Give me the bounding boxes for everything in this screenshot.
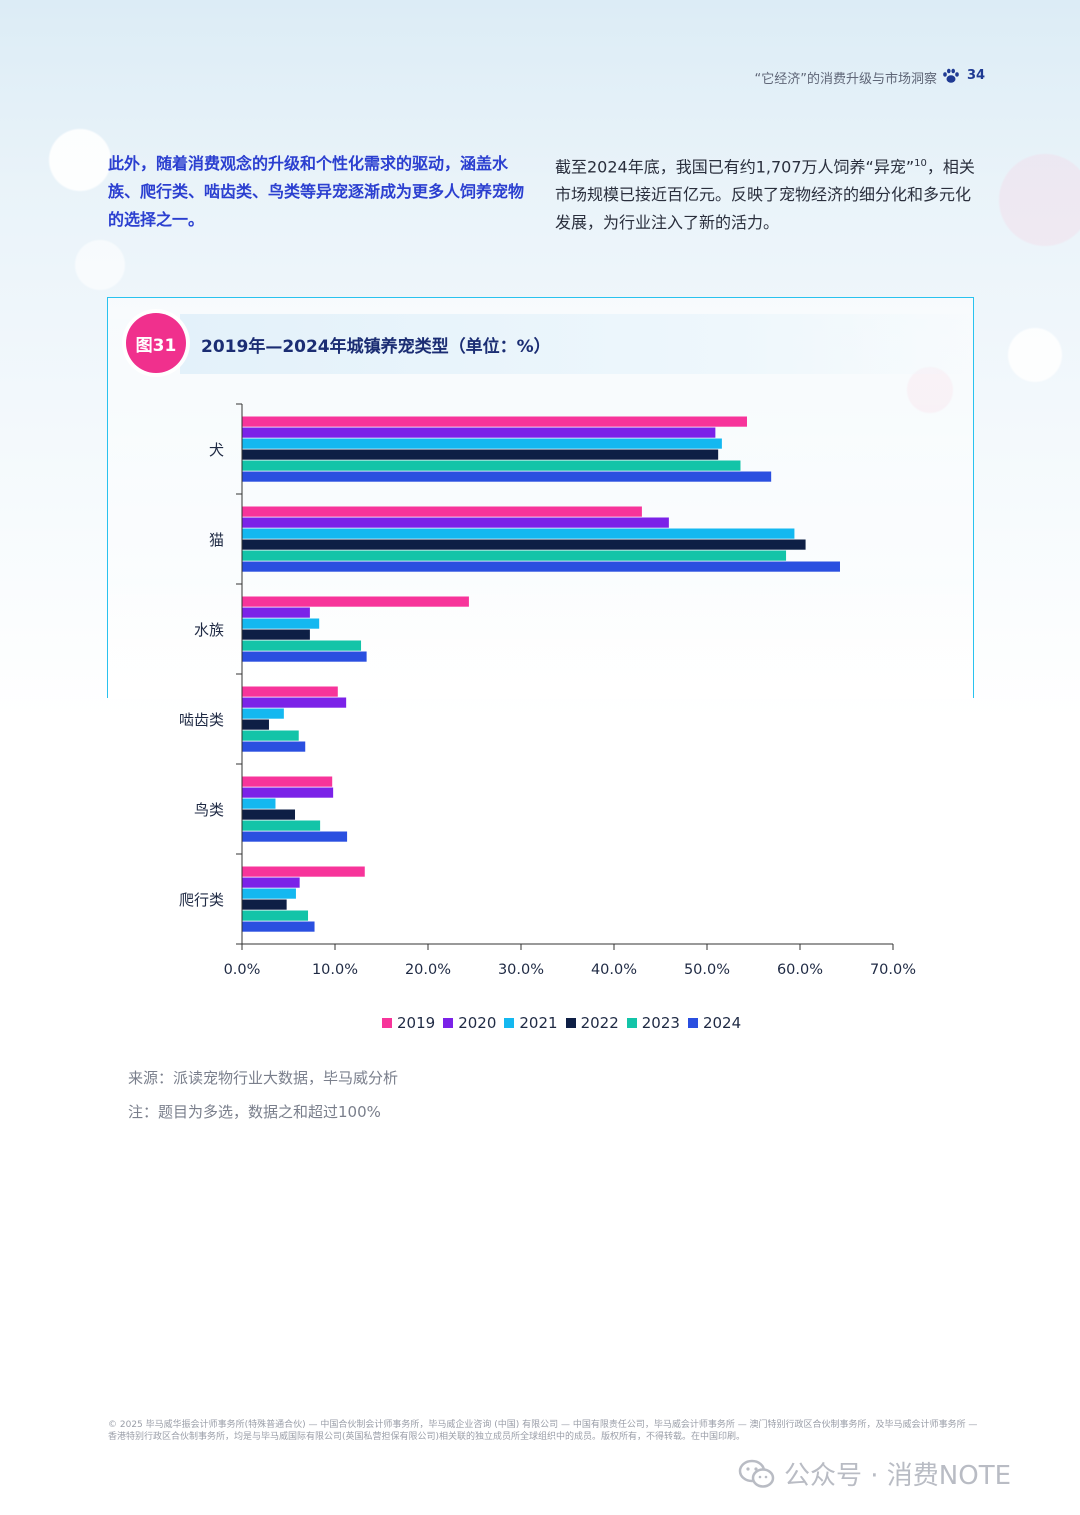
legend-label: 2021 (519, 1014, 558, 1032)
x-tick-label: 30.0% (498, 962, 544, 978)
footnote-ref: 10 (914, 158, 927, 169)
x-tick-label: 10.0% (312, 962, 358, 978)
bar-犬-2019 (242, 416, 747, 427)
x-tick-label: 50.0% (684, 962, 730, 978)
legend-label: 2024 (702, 1014, 742, 1032)
legend-label: 2023 (641, 1014, 680, 1032)
legend-swatch (382, 1018, 392, 1028)
legend-item-2019: 2019 (382, 1014, 435, 1032)
bar-水族-2023 (242, 640, 362, 651)
figure-title-bar (180, 314, 970, 374)
category-label: 水族 (194, 621, 224, 639)
bar-鸟类-2024 (242, 831, 348, 842)
x-tick-label: 0.0% (224, 962, 261, 978)
bar-啮齿类-2021 (242, 708, 284, 719)
footnote: 注：题目为多选，数据之和超过100% (128, 1103, 381, 1121)
bar-鸟类-2022 (242, 809, 296, 820)
intro-right-text-2: ，相关市场规模已接近百亿元。反映了宠物经济的细分化和多元化发展，为行业注入了新的… (555, 157, 975, 233)
bar-啮齿类-2022 (242, 719, 269, 730)
x-tick-label: 70.0% (870, 962, 916, 978)
legend-label: 2020 (458, 1014, 497, 1032)
bar-爬行类-2022 (242, 899, 287, 910)
bar-犬-2021 (242, 438, 722, 449)
intro-right-text: 截至2024年底，我国已有约1,707万人饲养“异宠” (555, 157, 915, 177)
bar-猫-2021 (242, 528, 795, 539)
wechat-icon (738, 1459, 775, 1488)
legend-swatch (504, 1018, 515, 1028)
bar-鸟类-2019 (242, 776, 333, 787)
category-label: 啮齿类 (179, 711, 224, 729)
legend-item-2022: 2022 (565, 1014, 619, 1032)
bar-水族-2020 (242, 607, 310, 618)
legend-item-2020: 2020 (443, 1014, 496, 1032)
bar-爬行类-2021 (242, 888, 296, 899)
category-label: 犬 (209, 441, 224, 459)
bar-爬行类-2023 (242, 910, 309, 921)
bar-水族-2019 (242, 596, 469, 607)
legend-item-2024: 2024 (687, 1014, 742, 1032)
bar-爬行类-2024 (242, 921, 315, 932)
legend-swatch (687, 1018, 698, 1028)
intro-paragraph-right: 截至2024年底，我国已有约1,707万人饲养“异宠”10，相关市场规模已接近百… (555, 150, 985, 237)
legend-label: 2019 (397, 1014, 436, 1032)
bar-水族-2021 (242, 618, 320, 629)
chart-legend: 2019 2020 2021 2022 2023 2024 (382, 1014, 741, 1032)
bar-水族-2022 (242, 629, 310, 640)
running-header-title: “它经济”的消费升级与市场洞察 (754, 72, 937, 87)
legal-footer: © 2025 毕马威华振会计师事务所(特殊普通合伙) — 中国合伙制会计师事务所… (108, 1420, 978, 1442)
watermark-text: 公众号 · 消费NOTE (784, 1461, 1012, 1491)
category-label: 猫 (209, 531, 224, 549)
paw-icon (943, 68, 959, 83)
bar-猫-2019 (242, 506, 642, 517)
page-number: 34 (967, 68, 986, 83)
legend-item-2023: 2023 (626, 1014, 680, 1032)
bar-鸟类-2023 (242, 820, 321, 831)
x-tick-label: 20.0% (405, 962, 451, 978)
bar-犬-2020 (242, 427, 716, 438)
bar-鸟类-2020 (242, 787, 334, 798)
bar-猫-2022 (242, 539, 806, 550)
x-tick-label: 40.0% (591, 962, 637, 978)
figure-title: 2019年—2024年城镇养宠类型（单位：%） (201, 337, 551, 357)
intro-paragraph-left: 此外，随着消费观念的升级和个性化需求的驱动，涵盖水族、爬行类、啮齿类、鸟类等异宠… (108, 154, 525, 229)
legend-swatch (565, 1018, 576, 1028)
bar-猫-2024 (242, 561, 840, 572)
legend-swatch (443, 1018, 454, 1028)
category-label: 鸟类 (194, 801, 224, 819)
bar-啮齿类-2023 (242, 730, 299, 741)
figure-badge: 图31 (126, 313, 186, 373)
bar-啮齿类-2024 (242, 741, 306, 752)
bar-啮齿类-2020 (242, 697, 347, 708)
source-note: 来源：派读宠物行业大数据，毕马威分析 (128, 1069, 399, 1087)
watermark: 公众号 · 消费NOTE (738, 1455, 1011, 1492)
legend-item-2021: 2021 (504, 1014, 558, 1032)
bar-犬-2023 (242, 460, 741, 471)
category-label: 爬行类 (179, 891, 224, 909)
bar-水族-2024 (242, 651, 367, 662)
bar-爬行类-2019 (242, 866, 365, 877)
bar-鸟类-2021 (242, 798, 276, 809)
x-tick-label: 60.0% (777, 962, 823, 978)
bar-爬行类-2020 (242, 877, 300, 888)
legend-swatch (626, 1018, 637, 1028)
bar-犬-2024 (242, 471, 772, 482)
legend-label: 2022 (580, 1014, 619, 1032)
bar-猫-2023 (242, 550, 787, 561)
bar-犬-2022 (242, 449, 719, 460)
bar-啮齿类-2019 (242, 686, 338, 697)
bar-猫-2020 (242, 517, 669, 528)
